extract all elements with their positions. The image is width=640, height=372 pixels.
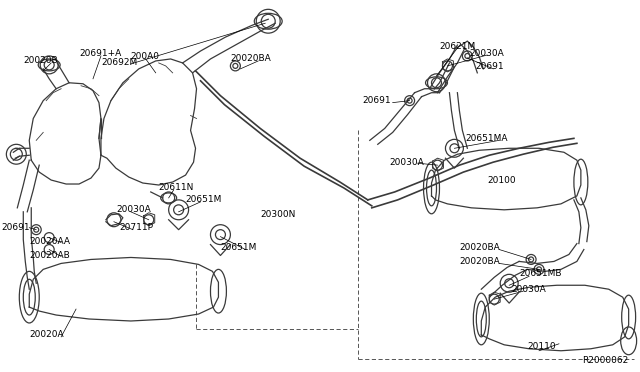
Text: 20621M: 20621M — [440, 42, 476, 51]
Text: 20691: 20691 — [1, 223, 30, 232]
Text: 20711P: 20711P — [119, 223, 153, 232]
Text: 20030A: 20030A — [116, 205, 150, 214]
Text: 20020BA: 20020BA — [460, 243, 500, 252]
Text: 20030A: 20030A — [390, 158, 424, 167]
Text: 20651MA: 20651MA — [465, 134, 508, 143]
Text: R2000062: R2000062 — [582, 356, 628, 365]
Text: 20651M: 20651M — [186, 195, 222, 204]
Text: 20651M: 20651M — [220, 243, 257, 252]
Text: 20030A: 20030A — [511, 285, 546, 294]
Text: 20020AB: 20020AB — [29, 251, 70, 260]
Text: 20300N: 20300N — [260, 210, 296, 219]
Text: 20691: 20691 — [476, 62, 504, 71]
Text: 20651MB: 20651MB — [519, 269, 562, 278]
Text: 20611N: 20611N — [159, 183, 194, 192]
Text: 200A0: 200A0 — [131, 52, 160, 61]
Text: 20691+A: 20691+A — [79, 48, 122, 58]
Text: 20020A: 20020A — [29, 330, 64, 339]
Text: 20110: 20110 — [527, 342, 556, 351]
Text: 20100: 20100 — [487, 176, 516, 185]
Text: 20020BA: 20020BA — [460, 257, 500, 266]
Text: 20020B: 20020B — [23, 57, 58, 65]
Text: 20020BA: 20020BA — [230, 54, 271, 64]
Text: 20020AA: 20020AA — [29, 237, 70, 246]
Text: 20030A: 20030A — [469, 48, 504, 58]
Text: 20691: 20691 — [363, 96, 392, 105]
Text: 20692M: 20692M — [101, 58, 137, 67]
